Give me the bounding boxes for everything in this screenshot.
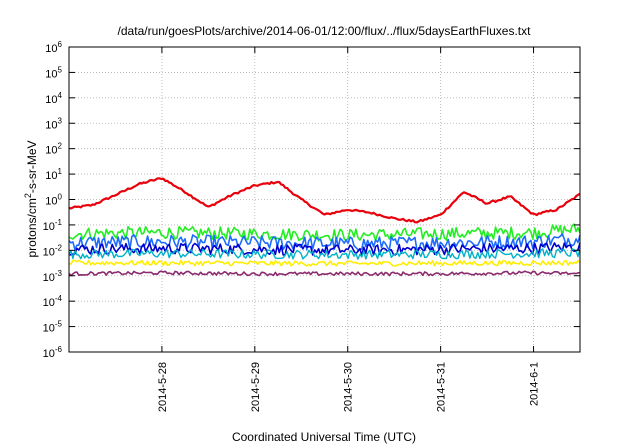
- y-axis-ticks: 10-6 10-5 10-4 10-3 10-2 10-1 100 101 102 103 104 1…: [43, 40, 580, 360]
- flux-series-line-3: [68, 233, 581, 251]
- y-tick-label: 103: [45, 116, 62, 131]
- y-tick-label: 10-4: [43, 294, 63, 309]
- x-tick-label: 2014-5-31: [436, 362, 448, 412]
- x-axis-ticks: 2014-5-28 2014-5-29 2014-5-30 2014-5-31 2014…: [157, 47, 541, 412]
- y-tick-label: 100: [45, 193, 62, 208]
- y-axis-label: protons/cm2-s-sr-MeV: [23, 140, 39, 257]
- y-tick-label: 104: [45, 91, 62, 106]
- flux-series-line-4: [68, 242, 581, 257]
- y-tick-label: 101: [45, 167, 62, 182]
- y-tick-label: 10-5: [43, 320, 63, 335]
- flux-series-line-6: [68, 259, 581, 267]
- y-tick-label: 10-6: [43, 345, 63, 360]
- grid-lines: [69, 47, 580, 352]
- flux-series-line-7: [68, 270, 581, 277]
- y-tick-label: 106: [45, 40, 62, 55]
- x-tick-label: 2014-5-30: [343, 362, 355, 412]
- x-tick-label: 2014-5-29: [250, 362, 262, 412]
- flux-series-line-2: [68, 223, 581, 242]
- flux-series-line-1: [68, 177, 581, 224]
- flux-series-line-5: [68, 248, 581, 260]
- x-tick-label: 2014-5-28: [157, 362, 169, 412]
- x-axis-label: Coordinated Universal Time (UTC): [232, 430, 416, 444]
- y-tick-label: 102: [45, 142, 62, 157]
- y-tick-label: 10-2: [43, 243, 63, 258]
- x-tick-label: 2014-6-1: [529, 362, 541, 406]
- y-tick-label: 10-3: [43, 269, 63, 284]
- series-lines: [68, 177, 581, 277]
- y-tick-label: 10-1: [43, 218, 63, 233]
- y-tick-label: 105: [45, 65, 62, 80]
- chart-title: /data/run/goesPlots/archive/2014-06-01/1…: [118, 24, 532, 38]
